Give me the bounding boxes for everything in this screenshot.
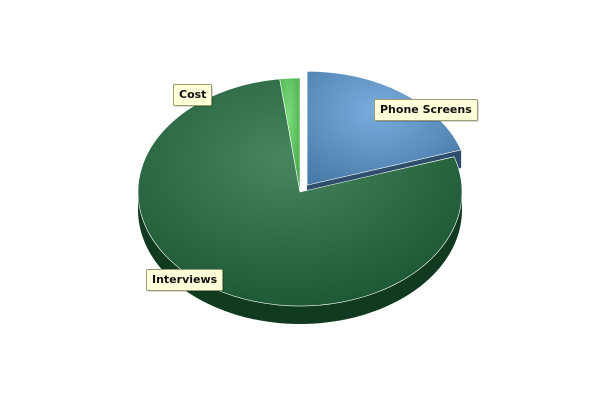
- slice-label-interviews: Interviews: [146, 269, 224, 291]
- slice-label-cost: Cost: [173, 84, 213, 106]
- slice-label-phone-screens: Phone Screens: [374, 99, 478, 121]
- slice-phone-screens: [306, 70, 462, 186]
- slice-cost: [279, 77, 301, 193]
